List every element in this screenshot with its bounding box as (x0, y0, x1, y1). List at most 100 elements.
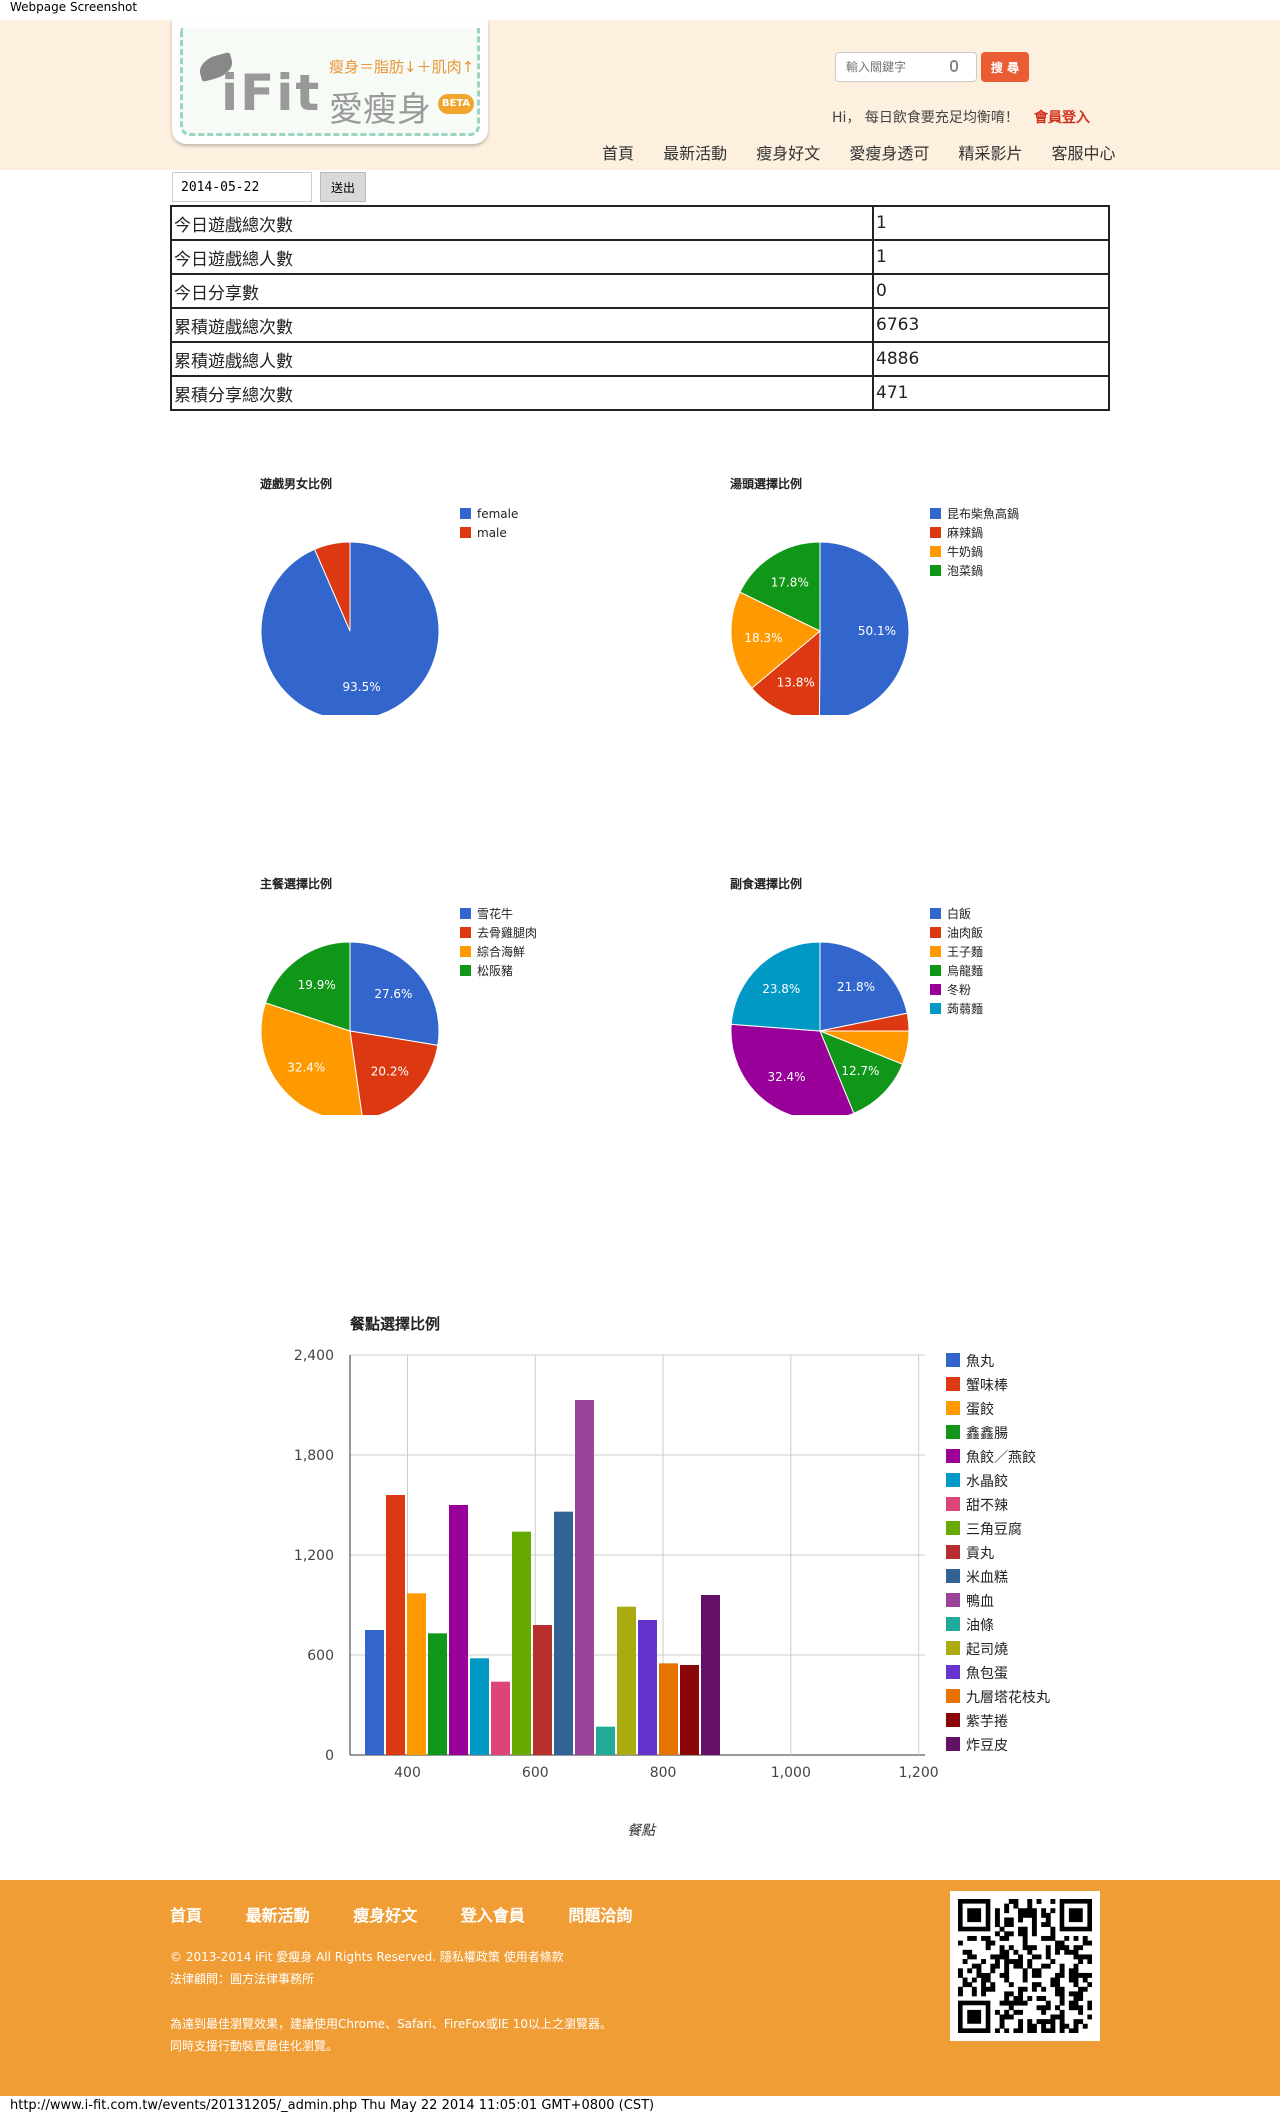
legend-swatch (946, 1569, 960, 1583)
legend-label: 鑫鑫腸 (966, 1426, 1008, 1442)
y-tick-label: 1,800 (294, 1448, 334, 1464)
footer-nav: 首頁 最新活動 瘦身好文 登入會員 問題洽詢 (170, 1902, 670, 1926)
bar (617, 1606, 636, 1755)
nav-articles[interactable]: 瘦身好文 (756, 144, 821, 163)
x-tick-label: 800 (650, 1765, 677, 1781)
footer-browser-note: 為達到最佳瀏覽效果，建議使用Chrome、Safari、FireFox或IE 1… (170, 2017, 613, 2031)
pie-slice (730, 591, 821, 689)
submit-button[interactable]: 送出 (320, 172, 366, 202)
table-row: 今日遊戲總次數 1 (170, 205, 1110, 241)
date-input[interactable] (172, 172, 312, 202)
legend-label: 蒟蒻麵 (947, 1002, 984, 1016)
nav-home[interactable]: 首頁 (602, 144, 635, 163)
pie-slice-label: 23.8% (762, 982, 800, 996)
legend-label: 王子麵 (947, 945, 984, 959)
nav-topics[interactable]: 愛瘦身透可 (849, 144, 930, 163)
legend-swatch (930, 1003, 941, 1014)
legend-swatch (930, 946, 941, 957)
legend-item: 雪花牛 (460, 905, 537, 924)
site-footer: 首頁 最新活動 瘦身好文 登入會員 問題洽詢 © 2013-2014 iFit … (0, 1880, 1280, 2096)
pie-chart-side: 副食選擇比例 21.8% 12.7% 32.4% 23.8% 白飯 油肉飯 王子麵 烏龍麵 冬粉蒟… (730, 875, 1090, 1115)
bar (470, 1658, 489, 1755)
legend-label: 魚包蛋 (966, 1666, 1008, 1682)
legend-label: 炸豆皮 (966, 1738, 1008, 1754)
member-login-link[interactable]: 會員登入 (1034, 110, 1090, 126)
bar (533, 1625, 552, 1755)
bar (491, 1681, 510, 1755)
legend-label: 紫芋捲 (966, 1714, 1008, 1730)
legend-swatch (460, 927, 471, 938)
pie-slice-label: 32.4% (287, 1060, 325, 1074)
nav-videos[interactable]: 精采影片 (958, 144, 1023, 163)
logo-cn-name: 愛瘦身 (329, 90, 431, 130)
bar (575, 1400, 594, 1755)
legend-item: 蛋餃 (946, 1398, 1050, 1422)
pie-chart-svg: 93.5% (260, 541, 440, 715)
legend-swatch (946, 1521, 960, 1535)
footer-legal: 法律顧問：圓方法律事務所 (170, 1972, 315, 1986)
legend-swatch (460, 965, 471, 976)
legend-item: 鴨血 (946, 1590, 1050, 1614)
microphone-icon[interactable] (950, 60, 958, 72)
legend-swatch (946, 1401, 960, 1415)
beta-badge: BETA (438, 94, 474, 114)
legend-label: 九層塔花枝丸 (966, 1690, 1050, 1706)
y-tick-label: 600 (307, 1648, 334, 1664)
nav-support[interactable]: 客服中心 (1051, 144, 1116, 163)
bar (512, 1531, 531, 1755)
legend-label: 油條 (966, 1618, 994, 1634)
qr-code-icon (950, 1891, 1100, 2041)
legend-item: 魚丸 (946, 1350, 1050, 1374)
legend-label: 貢丸 (966, 1546, 994, 1562)
legend-swatch (460, 527, 471, 538)
legend-swatch (946, 1689, 960, 1703)
main-nav: 首頁 最新活動 瘦身好文 愛瘦身透可 精采影片 客服中心 (602, 140, 1140, 164)
legend-label: 鴨血 (966, 1594, 994, 1610)
legend-item: 紫芋捲 (946, 1710, 1050, 1734)
stat-label: 累積分享總次數 (170, 375, 874, 411)
footer-nav-login[interactable]: 登入會員 (460, 1906, 525, 1925)
site-logo[interactable]: iFit 瘦身＝脂肪↓＋肌肉↑ 愛瘦身 BETA (172, 20, 488, 144)
footer-nav-home[interactable]: 首頁 (170, 1906, 203, 1925)
pie-slice (349, 1030, 439, 1115)
footer-nav-events[interactable]: 最新活動 (245, 1906, 310, 1925)
legend-label: 蟹味棒 (966, 1378, 1008, 1394)
pie-slice (730, 1023, 855, 1115)
legend-swatch (946, 1353, 960, 1367)
pie-slice (739, 541, 821, 632)
legend-label: 甜不辣 (966, 1498, 1008, 1514)
footer-nav-articles[interactable]: 瘦身好文 (353, 1906, 418, 1925)
footer-nav-contact[interactable]: 問題洽詢 (568, 1906, 633, 1925)
legend-item: 貢丸 (946, 1542, 1050, 1566)
legend-swatch (946, 1641, 960, 1655)
legend-item: 水晶餃 (946, 1470, 1050, 1494)
stat-value: 4886 (872, 341, 1110, 377)
bar (680, 1665, 699, 1755)
search-input[interactable] (835, 52, 977, 82)
table-row: 累積遊戲總人數 4886 (170, 341, 1110, 377)
legend-label: 牛奶鍋 (947, 545, 984, 559)
legend-label: female (477, 507, 519, 521)
bar (638, 1620, 657, 1755)
pie-slice (751, 629, 821, 715)
pie-chart-main: 主餐選擇比例 27.6% 20.2% 32.4% 19.9% 雪花牛 去骨雞腿肉 綜合海鮮 松阪… (260, 875, 620, 1115)
legend-item: 綜合海鮮 (460, 943, 537, 962)
pie-chart-title: 副食選擇比例 (730, 877, 803, 891)
legend-swatch (930, 908, 941, 919)
stat-label: 累積遊戲總人數 (170, 341, 874, 377)
legend-label: 雪花牛 (477, 907, 514, 921)
pie-slice-label: 20.2% (371, 1065, 409, 1079)
table-row: 累積遊戲總次數 6763 (170, 307, 1110, 343)
pie-slice (819, 941, 908, 1032)
search-button[interactable]: 搜 尋 (981, 52, 1029, 82)
pie-chart-gender: 遊戲男女比例 93.5% female male (260, 475, 620, 715)
pie-chart-legend: 雪花牛 去骨雞腿肉 綜合海鮮 松阪豬 (460, 905, 537, 981)
legend-item: 冬粉 (930, 981, 983, 1000)
pie-chart-svg: 21.8% 12.7% 32.4% 23.8% (730, 941, 910, 1115)
legend-swatch (930, 546, 941, 557)
legend-label: 泡菜鍋 (947, 564, 984, 578)
legend-label: 魚丸 (966, 1354, 994, 1370)
nav-events[interactable]: 最新活動 (663, 144, 728, 163)
table-row: 今日遊戲總人數 1 (170, 239, 1110, 275)
legend-swatch (946, 1713, 960, 1727)
